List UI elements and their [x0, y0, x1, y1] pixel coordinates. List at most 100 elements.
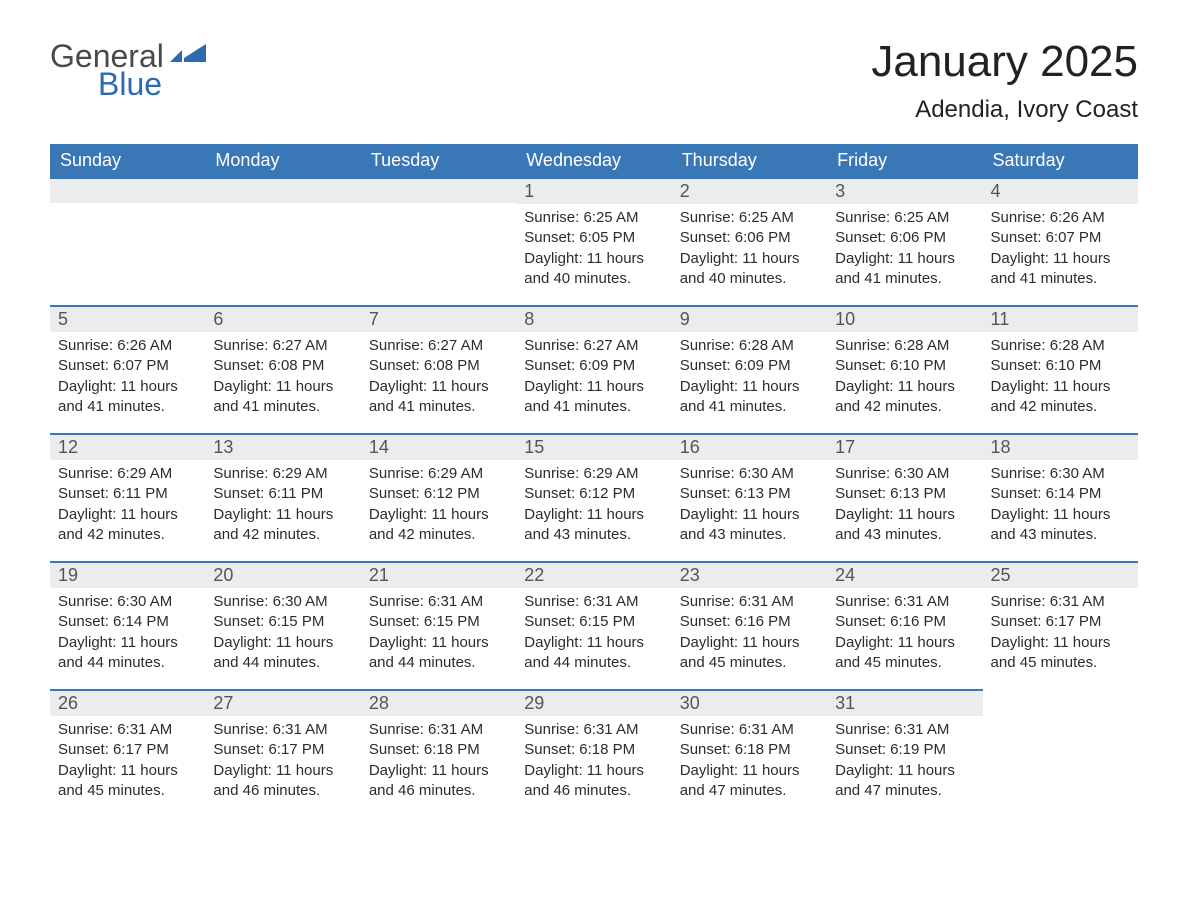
- calendar-week: 12Sunrise: 6:29 AMSunset: 6:11 PMDayligh…: [50, 433, 1138, 561]
- day-details: Sunrise: 6:30 AMSunset: 6:15 PMDaylight:…: [205, 588, 360, 681]
- logo: General Blue: [50, 40, 206, 100]
- sunrise-line: Sunrise: 6:31 AM: [835, 592, 974, 612]
- day-details: Sunrise: 6:26 AMSunset: 6:07 PMDaylight:…: [50, 332, 205, 425]
- day-details: Sunrise: 6:25 AMSunset: 6:05 PMDaylight:…: [516, 204, 671, 297]
- day-details: Sunrise: 6:31 AMSunset: 6:19 PMDaylight:…: [827, 716, 982, 809]
- day-details: Sunrise: 6:30 AMSunset: 6:13 PMDaylight:…: [672, 460, 827, 553]
- sunrise-line: Sunrise: 6:30 AM: [835, 464, 974, 484]
- day-number: 31: [827, 691, 982, 716]
- weekday-header: Wednesday: [516, 144, 671, 177]
- day-details: Sunrise: 6:29 AMSunset: 6:11 PMDaylight:…: [205, 460, 360, 553]
- sunset-line: Sunset: 6:12 PM: [524, 484, 663, 504]
- sunrise-line: Sunrise: 6:28 AM: [680, 336, 819, 356]
- day-details: Sunrise: 6:25 AMSunset: 6:06 PMDaylight:…: [827, 204, 982, 297]
- sunrise-line: Sunrise: 6:31 AM: [680, 592, 819, 612]
- sunset-line: Sunset: 6:17 PM: [213, 740, 352, 760]
- daylight-line: Daylight: 11 hours and 46 minutes.: [524, 761, 663, 802]
- day-number: 13: [205, 435, 360, 460]
- weekday-header: Tuesday: [361, 144, 516, 177]
- calendar-cell: 1Sunrise: 6:25 AMSunset: 6:05 PMDaylight…: [516, 177, 671, 305]
- day-details: Sunrise: 6:30 AMSunset: 6:14 PMDaylight:…: [983, 460, 1138, 553]
- daylight-line: Daylight: 11 hours and 41 minutes.: [991, 249, 1130, 290]
- day-number: 17: [827, 435, 982, 460]
- day-details: Sunrise: 6:28 AMSunset: 6:10 PMDaylight:…: [827, 332, 982, 425]
- sunset-line: Sunset: 6:09 PM: [524, 356, 663, 376]
- calendar-week: 19Sunrise: 6:30 AMSunset: 6:14 PMDayligh…: [50, 561, 1138, 689]
- calendar-cell: 28Sunrise: 6:31 AMSunset: 6:18 PMDayligh…: [361, 689, 516, 817]
- empty-day: [50, 179, 205, 203]
- sunrise-line: Sunrise: 6:29 AM: [369, 464, 508, 484]
- calendar-week: 26Sunrise: 6:31 AMSunset: 6:17 PMDayligh…: [50, 689, 1138, 817]
- calendar-cell: 4Sunrise: 6:26 AMSunset: 6:07 PMDaylight…: [983, 177, 1138, 305]
- logo-blue: Blue: [98, 68, 164, 100]
- sunrise-line: Sunrise: 6:25 AM: [680, 208, 819, 228]
- sunset-line: Sunset: 6:05 PM: [524, 228, 663, 248]
- calendar-cell: 11Sunrise: 6:28 AMSunset: 6:10 PMDayligh…: [983, 305, 1138, 433]
- calendar-cell: 12Sunrise: 6:29 AMSunset: 6:11 PMDayligh…: [50, 433, 205, 561]
- daylight-line: Daylight: 11 hours and 41 minutes.: [369, 377, 508, 418]
- calendar-cell: 5Sunrise: 6:26 AMSunset: 6:07 PMDaylight…: [50, 305, 205, 433]
- day-number: 18: [983, 435, 1138, 460]
- calendar-head: SundayMondayTuesdayWednesdayThursdayFrid…: [50, 144, 1138, 177]
- sunrise-line: Sunrise: 6:29 AM: [58, 464, 197, 484]
- flag-icon: [170, 44, 206, 73]
- sunset-line: Sunset: 6:18 PM: [524, 740, 663, 760]
- daylight-line: Daylight: 11 hours and 45 minutes.: [680, 633, 819, 674]
- sunset-line: Sunset: 6:13 PM: [680, 484, 819, 504]
- calendar-cell: 31Sunrise: 6:31 AMSunset: 6:19 PMDayligh…: [827, 689, 982, 817]
- calendar-cell: 26Sunrise: 6:31 AMSunset: 6:17 PMDayligh…: [50, 689, 205, 817]
- calendar-body: 1Sunrise: 6:25 AMSunset: 6:05 PMDaylight…: [50, 177, 1138, 817]
- daylight-line: Daylight: 11 hours and 44 minutes.: [58, 633, 197, 674]
- day-number: 20: [205, 563, 360, 588]
- day-details: Sunrise: 6:31 AMSunset: 6:18 PMDaylight:…: [361, 716, 516, 809]
- sunset-line: Sunset: 6:15 PM: [213, 612, 352, 632]
- sunset-line: Sunset: 6:06 PM: [680, 228, 819, 248]
- sunset-line: Sunset: 6:11 PM: [213, 484, 352, 504]
- day-details: Sunrise: 6:27 AMSunset: 6:08 PMDaylight:…: [361, 332, 516, 425]
- sunrise-line: Sunrise: 6:29 AM: [524, 464, 663, 484]
- calendar-cell: 10Sunrise: 6:28 AMSunset: 6:10 PMDayligh…: [827, 305, 982, 433]
- day-details: Sunrise: 6:31 AMSunset: 6:15 PMDaylight:…: [516, 588, 671, 681]
- empty-day: [205, 179, 360, 203]
- sunrise-line: Sunrise: 6:31 AM: [524, 592, 663, 612]
- sunrise-line: Sunrise: 6:26 AM: [58, 336, 197, 356]
- day-number: 16: [672, 435, 827, 460]
- sunrise-line: Sunrise: 6:30 AM: [991, 464, 1130, 484]
- daylight-line: Daylight: 11 hours and 42 minutes.: [369, 505, 508, 546]
- sunset-line: Sunset: 6:17 PM: [991, 612, 1130, 632]
- daylight-line: Daylight: 11 hours and 42 minutes.: [991, 377, 1130, 418]
- calendar-table: SundayMondayTuesdayWednesdayThursdayFrid…: [50, 144, 1138, 817]
- daylight-line: Daylight: 11 hours and 46 minutes.: [369, 761, 508, 802]
- daylight-line: Daylight: 11 hours and 40 minutes.: [524, 249, 663, 290]
- daylight-line: Daylight: 11 hours and 45 minutes.: [835, 633, 974, 674]
- calendar-cell: 19Sunrise: 6:30 AMSunset: 6:14 PMDayligh…: [50, 561, 205, 689]
- calendar-week: 5Sunrise: 6:26 AMSunset: 6:07 PMDaylight…: [50, 305, 1138, 433]
- day-number: 30: [672, 691, 827, 716]
- calendar-cell: 8Sunrise: 6:27 AMSunset: 6:09 PMDaylight…: [516, 305, 671, 433]
- daylight-line: Daylight: 11 hours and 44 minutes.: [369, 633, 508, 674]
- sunrise-line: Sunrise: 6:30 AM: [58, 592, 197, 612]
- empty-day: [361, 179, 516, 203]
- calendar-cell: [361, 177, 516, 305]
- sunset-line: Sunset: 6:18 PM: [680, 740, 819, 760]
- calendar-cell: 24Sunrise: 6:31 AMSunset: 6:16 PMDayligh…: [827, 561, 982, 689]
- sunrise-line: Sunrise: 6:25 AM: [835, 208, 974, 228]
- sunset-line: Sunset: 6:10 PM: [991, 356, 1130, 376]
- sunset-line: Sunset: 6:14 PM: [58, 612, 197, 632]
- title-block: January 2025 Adendia, Ivory Coast: [871, 40, 1138, 124]
- day-number: 15: [516, 435, 671, 460]
- calendar-cell: 13Sunrise: 6:29 AMSunset: 6:11 PMDayligh…: [205, 433, 360, 561]
- sunset-line: Sunset: 6:07 PM: [991, 228, 1130, 248]
- day-number: 3: [827, 179, 982, 204]
- sunrise-line: Sunrise: 6:31 AM: [369, 720, 508, 740]
- sunset-line: Sunset: 6:15 PM: [369, 612, 508, 632]
- daylight-line: Daylight: 11 hours and 41 minutes.: [213, 377, 352, 418]
- day-number: 23: [672, 563, 827, 588]
- daylight-line: Daylight: 11 hours and 44 minutes.: [524, 633, 663, 674]
- calendar-cell: 16Sunrise: 6:30 AMSunset: 6:13 PMDayligh…: [672, 433, 827, 561]
- daylight-line: Daylight: 11 hours and 47 minutes.: [835, 761, 974, 802]
- calendar-cell: 27Sunrise: 6:31 AMSunset: 6:17 PMDayligh…: [205, 689, 360, 817]
- daylight-line: Daylight: 11 hours and 41 minutes.: [680, 377, 819, 418]
- day-number: 22: [516, 563, 671, 588]
- day-details: Sunrise: 6:27 AMSunset: 6:09 PMDaylight:…: [516, 332, 671, 425]
